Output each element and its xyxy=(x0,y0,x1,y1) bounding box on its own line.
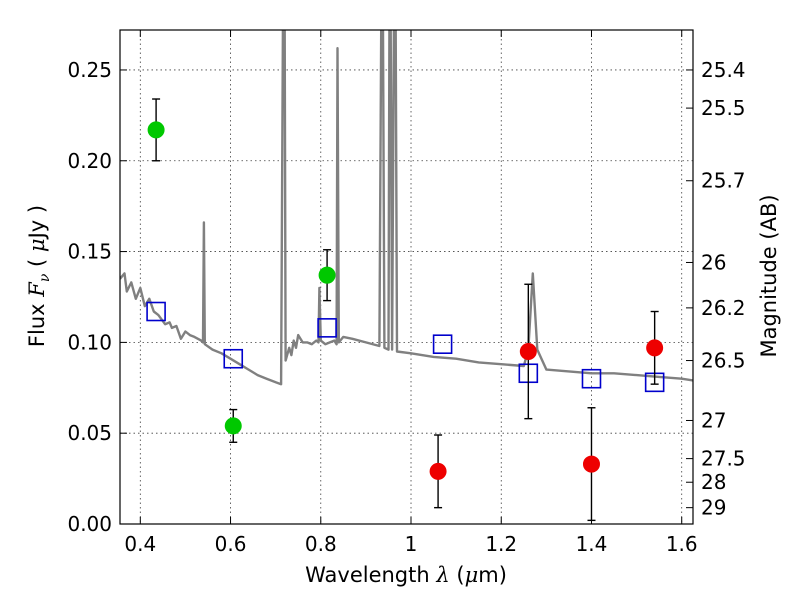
right-axis-title: Magnitude (AB) xyxy=(757,194,781,357)
right-tick-label: 28 xyxy=(701,470,726,494)
observed-flux-point xyxy=(519,342,537,360)
plot-frame xyxy=(119,29,694,525)
x-tick-label: 1.6 xyxy=(666,532,698,556)
right-tick-label: 25.4 xyxy=(701,58,746,82)
right-tick-label: 25.5 xyxy=(701,96,746,120)
x-tick-label: 0.4 xyxy=(124,532,156,556)
x-tick-label: 0.8 xyxy=(305,532,337,556)
x-tick-label: 1.4 xyxy=(576,532,608,556)
right-tick-label: 26.2 xyxy=(701,296,746,320)
plot-area xyxy=(120,30,693,522)
y-tick-label: 0.15 xyxy=(67,240,112,264)
y-tick-label: 0.20 xyxy=(67,149,112,173)
model-flux-square xyxy=(223,348,244,369)
axes: 0.4 0.6 0.8 1 1.2 1.4 1.6 0.00 0.05 0.10 0.15 0.20 0… xyxy=(67,30,746,556)
y-axis-title: Flux Fν ( μJy ) xyxy=(25,205,53,347)
observed-flux-point xyxy=(646,339,664,357)
model-flux-square xyxy=(146,301,166,322)
observed-flux-point xyxy=(582,455,600,473)
model-spectrum-line xyxy=(120,30,693,386)
y-tick-label: 0.05 xyxy=(67,421,112,445)
model-flux-square xyxy=(317,318,337,338)
y-tick-label: 0.10 xyxy=(67,330,112,354)
model-flux-square xyxy=(581,368,602,389)
model-flux-square xyxy=(432,334,453,354)
observed-flux-point xyxy=(429,462,447,480)
right-tick-label: 27 xyxy=(701,408,726,432)
x-tick-label: 1 xyxy=(405,532,418,556)
x-axis-title: Wavelength λ (μm) xyxy=(305,563,507,587)
right-tick-label: 26.5 xyxy=(701,349,746,373)
observed-flux-point xyxy=(318,266,336,284)
y-tick-label: 0.00 xyxy=(67,512,112,536)
x-tick-label: 0.6 xyxy=(215,532,247,556)
right-tick-label: 29 xyxy=(701,496,726,520)
y-tick-label: 0.25 xyxy=(67,58,112,82)
x-tick-label: 1.2 xyxy=(485,532,517,556)
grid-lines xyxy=(120,30,693,525)
observed-flux-point xyxy=(224,417,242,435)
observed-flux-point xyxy=(147,121,165,139)
right-tick-label: 27.5 xyxy=(701,447,746,471)
right-tick-label: 25.7 xyxy=(701,169,746,193)
right-tick-label: 26 xyxy=(701,250,726,274)
